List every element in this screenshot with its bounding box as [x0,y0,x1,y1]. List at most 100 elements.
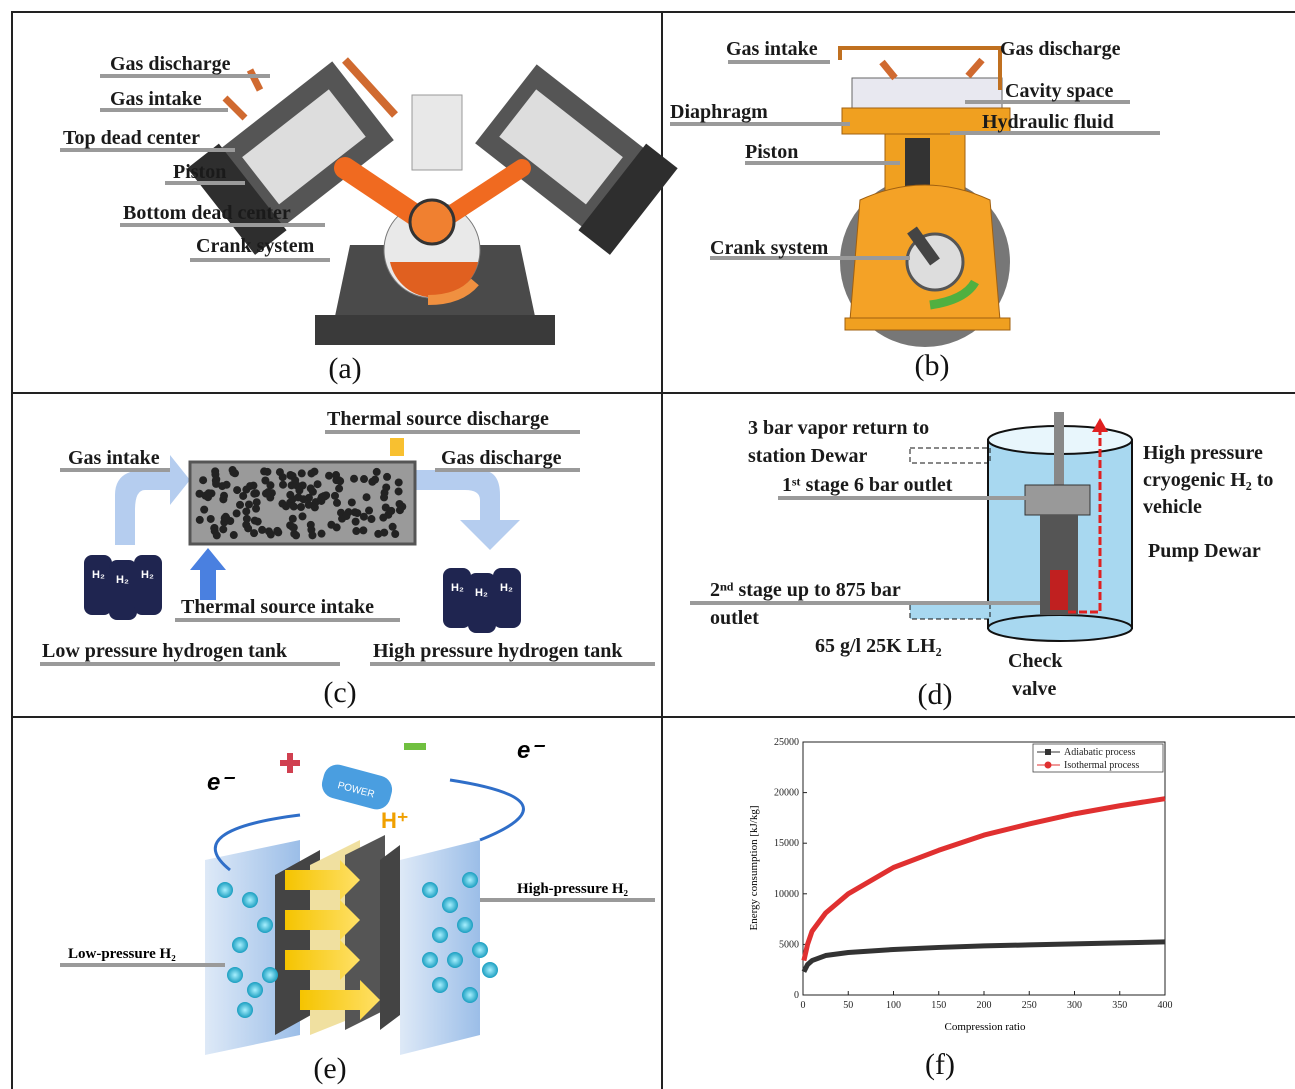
particle [395,478,403,486]
particle [233,486,241,494]
label: Gas intake [110,88,202,110]
molecule [432,977,448,993]
x-tick-label: 400 [1158,1000,1173,1011]
compressor-illustration-part [472,60,678,254]
particle [213,531,221,539]
particle [307,469,315,477]
diaphragm-compressor-illustration-part [845,318,1010,330]
label: Low-pressure H₂ [68,946,176,962]
energy-chart: Compression ratio Energy consumption [kJ… [748,737,1173,1081]
molecule [482,962,498,978]
molecule [217,882,233,898]
particle [360,475,368,483]
particle [327,521,335,529]
particle [245,500,253,508]
label: Gas discharge [1000,38,1121,60]
label: vehicle [1143,496,1202,518]
cryopump-illustration-part [1050,570,1068,610]
x-tick-label: 200 [977,1000,992,1011]
electrochemical-illustration-part [400,840,480,1055]
legend-label: Isothermal process [1064,760,1139,771]
particle [279,481,287,489]
particle [308,531,316,539]
particle [252,489,260,497]
particle [391,530,399,538]
particle [291,476,299,484]
compressor-illustration-part [315,315,555,345]
particle [336,477,344,485]
electron-label: e⁻ [517,737,545,764]
legend-marker [1045,749,1051,755]
y-tick-label: 15000 [774,838,799,849]
particle [219,525,227,533]
x-tick-label: 0 [801,1000,806,1011]
diaphragm-compressor-illustration [840,48,1010,347]
tank-label: H₂ [116,574,129,586]
particle [395,487,403,495]
particle [373,468,381,476]
particle [318,530,326,538]
label: 65 g/l 25K LH₂ [815,635,942,657]
caption: (b) [915,349,950,382]
label: Thermal source intake [181,596,374,618]
tank-label: H₂ [451,582,464,594]
particle [348,498,356,506]
particle [365,507,373,515]
particle [325,472,333,480]
particle [314,480,322,488]
particle [258,526,266,534]
molecule [447,952,463,968]
molecule [227,967,243,983]
molecule [422,952,438,968]
particle [297,503,305,511]
compressor-illustration-part [412,95,462,170]
label: Piston [173,161,226,183]
particle [299,512,307,520]
particle [264,488,272,496]
hydrogen-tanks-part [493,568,521,628]
particle [335,485,343,493]
particle [243,515,251,523]
particle [289,515,297,523]
particle [261,477,269,485]
label: 3 bar vapor return to [748,417,929,439]
particle [292,531,300,539]
label: Bottom dead center [123,202,291,224]
caption: (c) [323,676,356,709]
particle [359,526,367,534]
particle [352,527,360,535]
label: cryogenic H₂ to [1143,469,1273,491]
label: Thermal source discharge [327,408,549,430]
particle [276,468,284,476]
label: Piston [745,141,798,163]
particle [295,486,303,494]
particle [363,493,371,501]
label: High pressure [1143,442,1263,464]
figure: Gas discharge Gas intake Top dead center… [0,0,1295,1089]
caption: (e) [313,1052,346,1085]
hydrogen-tanks-part [468,573,496,633]
particle [200,506,208,514]
molecule [442,897,458,913]
label: Check [1008,650,1063,672]
tank-label: H₂ [92,569,105,581]
series-line [804,942,1165,972]
label: Gas intake [68,447,160,469]
particle [246,482,254,490]
label: valve [1012,678,1057,700]
label: High-pressure H₂ [517,881,629,897]
molecule [432,927,448,943]
electrochemical-illustration-part [380,845,400,1030]
particle [223,481,231,489]
thermal-compressor-illustration-part [190,548,226,600]
particle [381,489,389,497]
particle [333,499,341,507]
particle [379,514,387,522]
molecule [462,987,478,1003]
particle [196,516,204,524]
diaphragm-compressor-illustration-part [882,62,895,78]
proton-label: H⁺ [381,808,409,833]
cryopump-illustration-part [1092,418,1108,432]
electrochemical-illustration-part [404,743,426,750]
particle [331,492,339,500]
